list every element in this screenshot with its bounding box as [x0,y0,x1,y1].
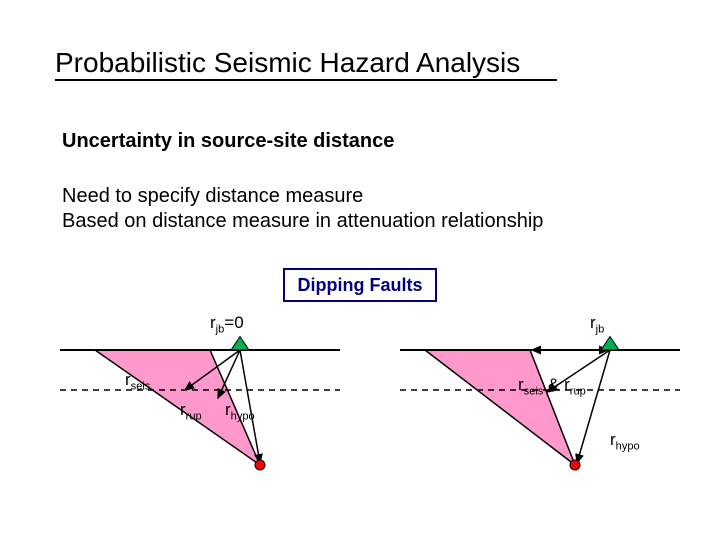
distance-label: rjb [590,313,604,335]
diagram-left [60,335,360,515]
faults-box-label: Dipping Faults [298,275,423,295]
distance-label: rjb=0 [210,313,244,335]
distance-label: rhypo [225,400,255,422]
diagram-left-svg [60,335,360,515]
body-line-2: Based on distance measure in attenuation… [62,210,543,233]
subtitle: Uncertainty in source-site distance [62,130,394,153]
faults-box: Dipping Faults [283,268,437,302]
page-title: Probabilistic Seismic Hazard Analysis [55,48,557,81]
body-line-1: Need to specify distance measure [62,185,363,208]
distance-label: rseis & rrup [518,375,586,397]
distance-label: rhypo [610,430,640,452]
distance-label: rseis [125,370,150,392]
diagram-right [400,335,700,515]
distance-label: rrup [180,400,202,422]
diagram-right-svg [400,335,700,515]
